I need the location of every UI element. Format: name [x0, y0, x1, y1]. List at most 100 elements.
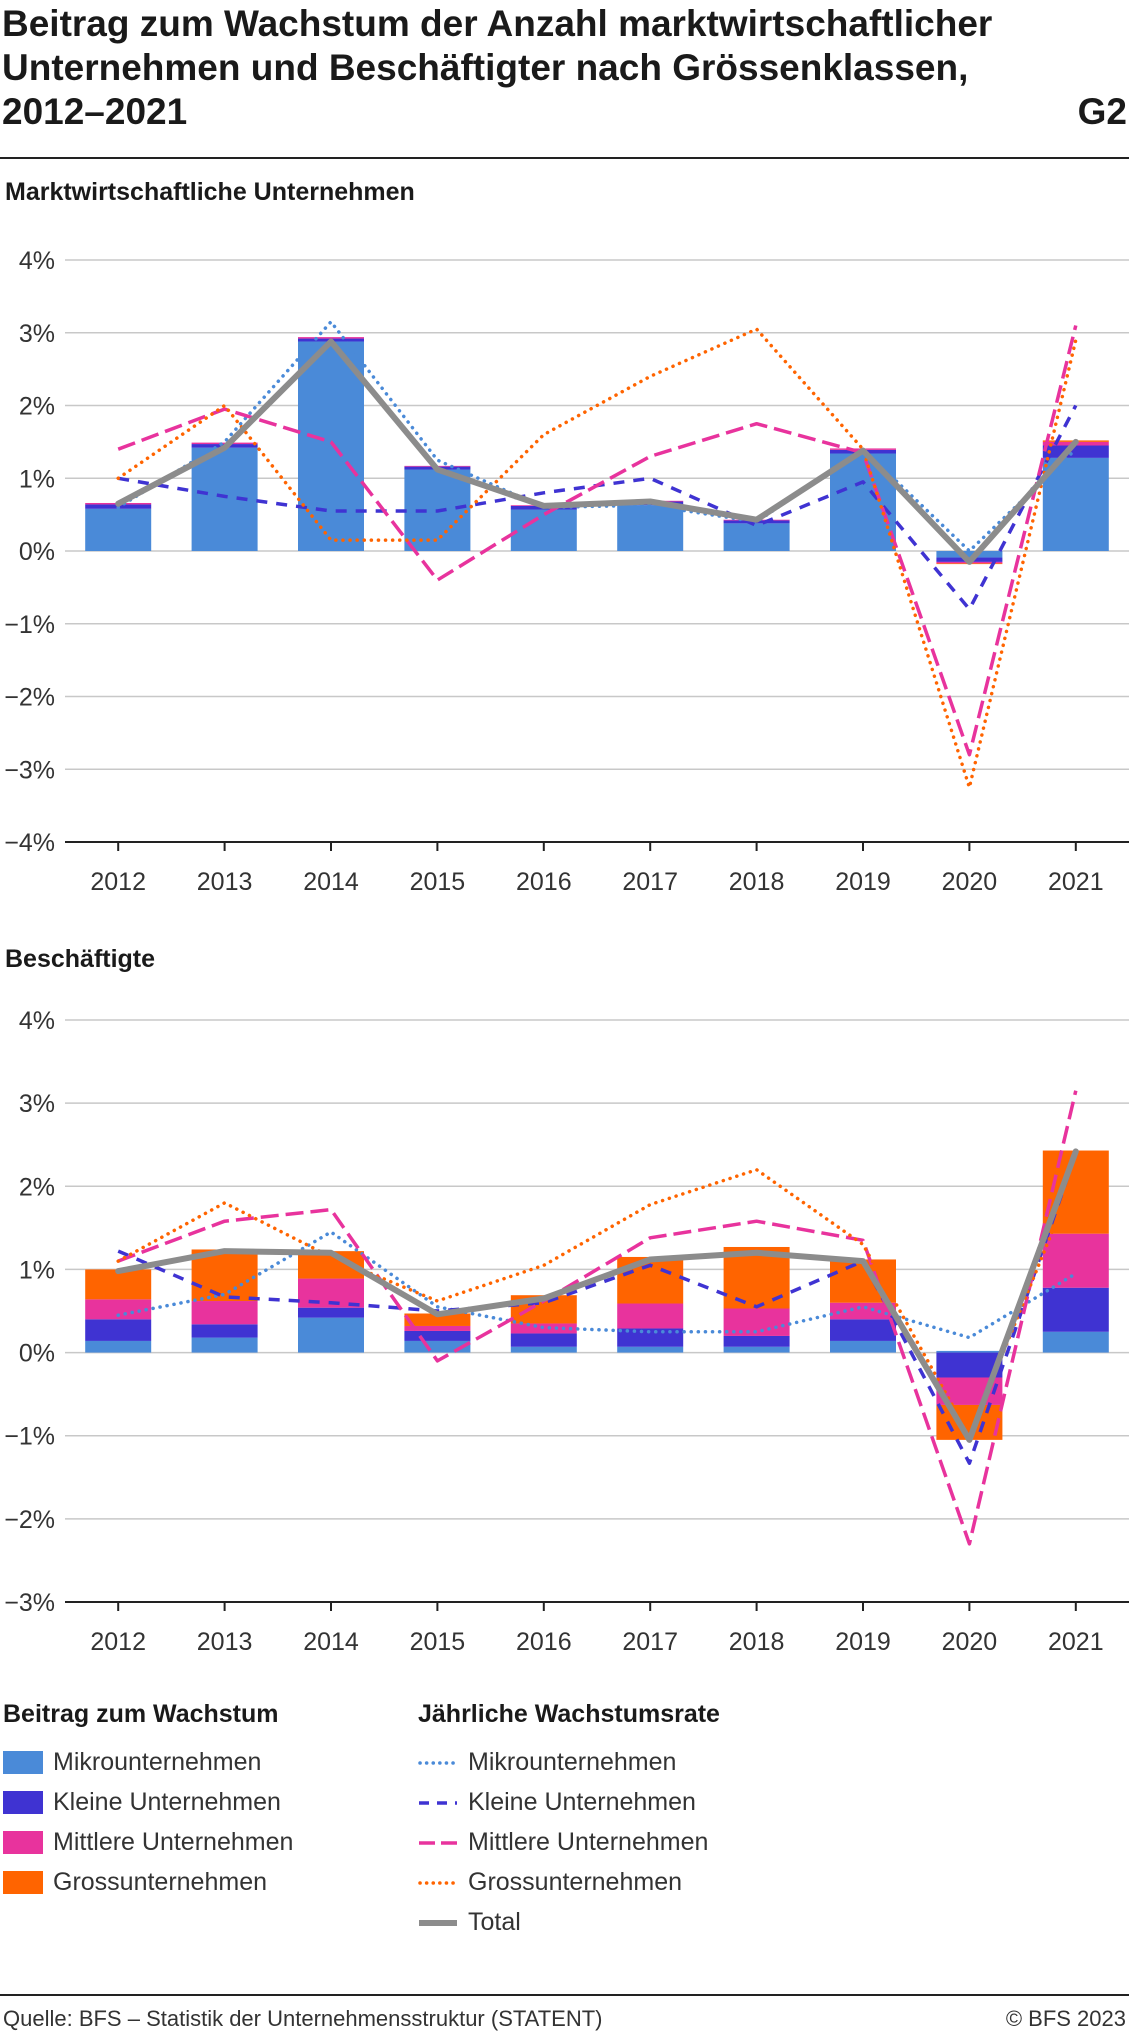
bar-mittel — [1042, 1233, 1109, 1288]
chart-title-line: 2012–2021 — [2, 91, 188, 132]
legend-label: Mittlere Unternehmen — [468, 1827, 709, 1856]
bar-mikro — [1042, 1331, 1109, 1353]
bar-mikro — [298, 1317, 364, 1353]
line-total — [115, 338, 1079, 565]
y-tick-label: −1% — [4, 611, 55, 639]
bar-klein — [191, 1324, 258, 1338]
footer: Quelle: BFS – Statistik der Unternehmens… — [0, 2000, 1129, 2036]
legend-swatch-mikro — [3, 1750, 43, 1774]
chart-header: Beitrag zum Wachstum der Anzahl marktwir… — [0, 0, 1129, 158]
line-mittel — [117, 1090, 1078, 1546]
bar-mikro — [936, 1350, 1003, 1353]
x-tick-label: 2015 — [410, 868, 466, 896]
x-tick-label: 2017 — [622, 868, 678, 896]
bar-mikro — [617, 505, 684, 551]
legend-label: Mikrounternehmen — [468, 1747, 677, 1776]
bar-gross — [85, 1269, 152, 1300]
bar-mittel — [191, 442, 258, 445]
y-tick-label: 3% — [19, 1090, 55, 1118]
bar-mikro — [404, 1340, 471, 1353]
legend-label: Mittlere Unternehmen — [53, 1827, 294, 1856]
y-tick-label: −3% — [4, 756, 55, 784]
line-gross — [116, 327, 1078, 790]
legend-bars-title: Beitrag zum Wachstum — [3, 1700, 279, 1728]
line-klein — [117, 404, 1078, 611]
y-tick-label: 4% — [19, 1007, 55, 1035]
legend-item-bar-mittel: Mittlere Unternehmen — [3, 1822, 293, 1862]
x-tick-label: 2018 — [729, 1628, 785, 1656]
legend-swatch-klein — [3, 1790, 43, 1814]
x-tick-label: 2021 — [1048, 868, 1104, 896]
x-tick-label: 2020 — [942, 868, 998, 896]
chart-title-line: Unternehmen und Beschäftigter nach Gröss… — [2, 47, 969, 88]
chart2-subtitle: Beschäftigte — [5, 945, 156, 973]
chart-enterprises: 4% 3% 2% 1% 0% −1% −2% −3% −4% 2012 2013 2014 2015 20… — [4, 247, 1129, 896]
x-tick-label: 2013 — [197, 868, 253, 896]
y-tick-label: −2% — [4, 684, 55, 712]
bar-mikro — [298, 341, 364, 551]
y-tick-label: 4% — [19, 247, 55, 275]
bar-mittel — [191, 1301, 258, 1325]
chart-employees: 4% 3% 2% 1% 0% −1% −2% −3% 2012 2013 2014 2015 2016 2… — [4, 1007, 1129, 1656]
legend-swatch-mittel — [3, 1830, 43, 1854]
line-total — [115, 1148, 1079, 1443]
y-tick-label: 0% — [19, 538, 55, 566]
bar-klein — [617, 1328, 684, 1347]
bar-klein — [510, 1333, 577, 1347]
legend-item-bar-mikro: Mikrounternehmen — [3, 1742, 293, 1782]
x-tick-label: 2020 — [942, 1628, 998, 1656]
chart-code: G2 — [1077, 91, 1127, 132]
bar-mittel — [298, 337, 364, 339]
legend-bars: Beitrag zum Wachstum Mikrounternehmen Kl… — [3, 1700, 293, 1902]
y-tick-label: 1% — [19, 1256, 55, 1284]
bar-klein — [1042, 445, 1109, 458]
y-tick-label: 1% — [19, 465, 55, 493]
bar-mittel — [85, 1299, 152, 1320]
legend-lines-title: Jährliche Wachstumsrate — [418, 1700, 720, 1728]
x-tick-label: 2017 — [622, 1628, 678, 1656]
legend-label: Total — [468, 1907, 521, 1936]
x-tick-label: 2021 — [1048, 1628, 1104, 1656]
chart-title-line: Beitrag zum Wachstum der Anzahl marktwir… — [2, 3, 993, 44]
line-mittel — [117, 325, 1078, 757]
legend-label: Mikrounternehmen — [53, 1747, 262, 1776]
bar-mikro — [510, 509, 577, 551]
x-tick-label: 2012 — [90, 1628, 146, 1656]
legend-label: Grossunternehmen — [468, 1867, 683, 1896]
x-tick-label: 2012 — [90, 868, 146, 896]
x-tick-label: 2013 — [197, 1628, 253, 1656]
bar-klein — [830, 1319, 896, 1341]
bar-mikro — [191, 1337, 258, 1353]
legend-item-line-total: Total — [418, 1902, 720, 1942]
x-tick-label: 2015 — [410, 1628, 466, 1656]
bar-mittel — [510, 1323, 577, 1334]
bar-mikro — [830, 1340, 896, 1353]
legend-label: Kleine Unternehmen — [468, 1787, 696, 1816]
line-mikro — [116, 1230, 1078, 1340]
x-tick-label: 2018 — [729, 868, 785, 896]
line-klein — [117, 1152, 1078, 1465]
footer-divider — [0, 1994, 1129, 1996]
x-tick-label: 2016 — [516, 1628, 572, 1656]
bar-klein — [85, 1319, 152, 1341]
x-tick-label: 2014 — [303, 1628, 359, 1656]
legend-line-gross — [418, 1880, 458, 1885]
bar-klein — [1042, 1287, 1109, 1332]
bar-mittel — [404, 1325, 471, 1331]
x-tick-label: 2014 — [303, 868, 359, 896]
y-tick-label: −4% — [4, 829, 55, 857]
y-tick-label: −2% — [4, 1506, 55, 1534]
legend-item-bar-gross: Grossunternehmen — [3, 1862, 293, 1902]
legend-item-bar-klein: Kleine Unternehmen — [3, 1782, 293, 1822]
bar-gross — [404, 1313, 471, 1326]
bar-klein — [723, 1335, 790, 1347]
x-tick-label: 2019 — [835, 868, 891, 896]
copyright: © BFS 2023 — [1005, 2006, 1126, 2031]
bar-mittel — [617, 1303, 684, 1329]
x-tick-label: 2019 — [835, 1628, 891, 1656]
bar-mikro — [510, 1346, 577, 1353]
legend-item-line-mittel: Mittlere Unternehmen — [418, 1822, 720, 1862]
bar-mittel — [830, 1302, 896, 1320]
bar-mikro — [723, 1346, 790, 1353]
chart-title: Beitrag zum Wachstum der Anzahl marktwir… — [2, 2, 1022, 134]
